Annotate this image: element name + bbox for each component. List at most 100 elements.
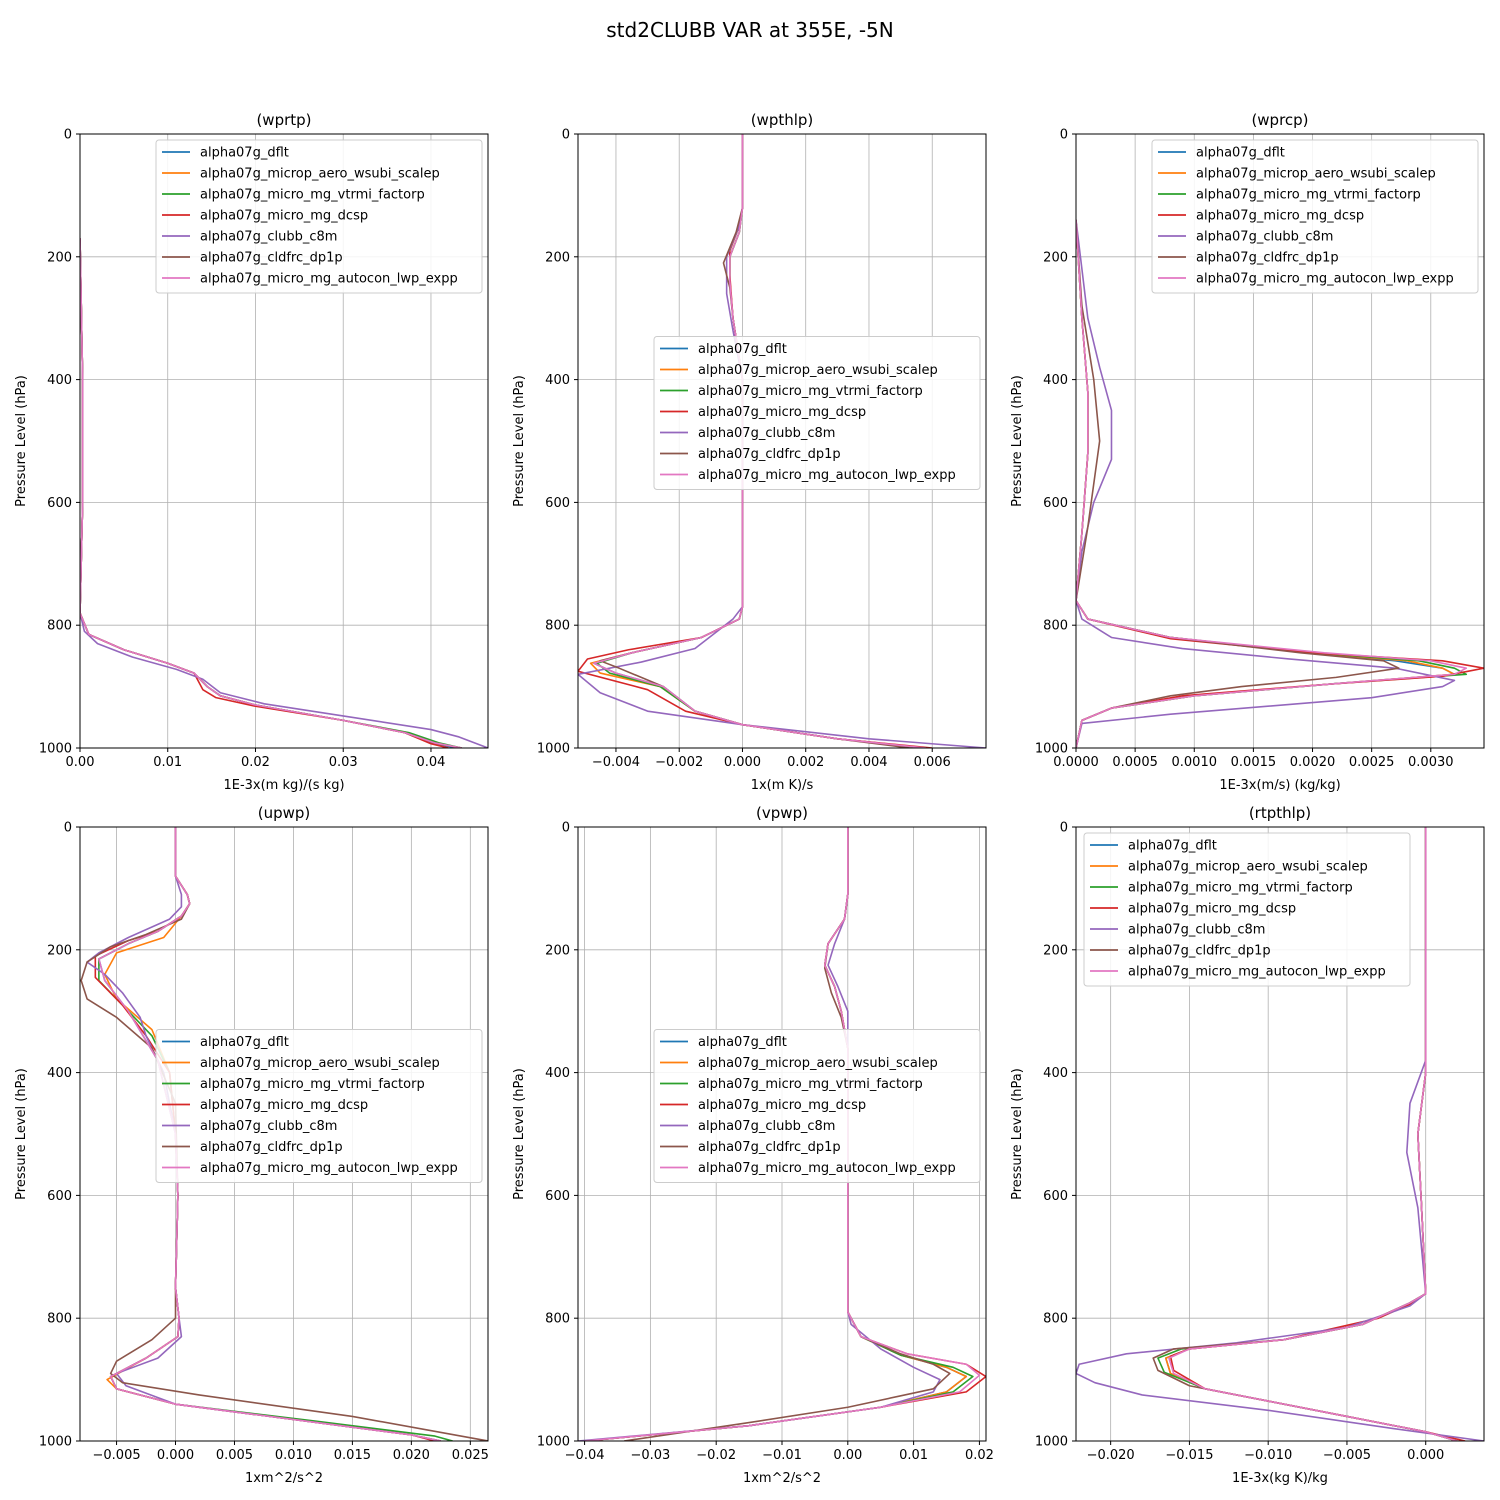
x-axis-label: 1E-3x(m kg)/(s kg)	[223, 778, 344, 793]
x-axis-label: 1xm^2/s^2	[245, 1471, 323, 1486]
legend-box	[1083, 832, 1411, 987]
y-tick-label: 200	[47, 943, 72, 958]
legend-entry: alpha07g_microp_aero_wsubi_scalep	[698, 1056, 938, 1071]
x-axis-label: 1xm^2/s^2	[743, 1471, 821, 1486]
panel-0: 0.00 0.01 0.02 0.03 0.04 0 200 400 600 800 1000 (wp…	[14, 111, 489, 793]
legend-entry: alpha07g_micro_mg_autocon_lwp_expp	[1128, 965, 1386, 980]
legend: alpha07g_dflt alpha07g_microp_aero_wsubi_…	[653, 1029, 981, 1183]
legend-entry: alpha07g_clubb_c8m	[200, 1119, 337, 1134]
legend-entry: alpha07g_microp_aero_wsubi_scalep	[1128, 860, 1368, 875]
y-tick-label: 1000	[537, 742, 570, 757]
y-tick-label: 800	[47, 619, 72, 634]
legend: alpha07g_dflt alpha07g_microp_aero_wsubi_…	[155, 139, 483, 294]
x-tick-label: 0.00	[66, 755, 95, 770]
legend-entry: alpha07g_micro_mg_dcsp	[1196, 209, 1364, 224]
x-tick-label: 0.002	[787, 755, 824, 770]
plot-frame	[577, 133, 987, 749]
x-tick-label: −0.015	[1165, 1448, 1213, 1463]
series-line-alpha07g_micro_mg_autocon_lwp_expp	[584, 827, 981, 1441]
x-axis-label: 1E-3x(kg K)/kg	[1232, 1471, 1328, 1486]
legend-entry: alpha07g_clubb_c8m	[698, 1119, 835, 1134]
panels: 0.00 0.01 0.02 0.03 0.04 0 200 400 600 800 1000 (wp…	[14, 111, 1485, 1486]
y-tick-label: 200	[1043, 250, 1068, 265]
series-group	[80, 238, 488, 748]
x-tick-label: 0.04	[416, 755, 445, 770]
x-tick-label: 0.0025	[1349, 755, 1395, 770]
y-tick-label: 600	[47, 496, 72, 511]
y-tick-label: 400	[545, 373, 570, 388]
y-tick-label: 400	[1043, 1066, 1068, 1081]
series-group	[578, 134, 986, 748]
legend-entry: alpha07g_micro_mg_autocon_lwp_expp	[200, 1161, 458, 1176]
y-tick-label: 1000	[537, 1435, 570, 1450]
legend-entry: alpha07g_micro_mg_vtrmi_factorp	[1196, 188, 1421, 203]
legend-entry: alpha07g_dflt	[1128, 839, 1217, 854]
figure-suptitle: std2CLUBB VAR at 355E, -5N	[606, 18, 893, 42]
x-tick-label: 0.000	[724, 755, 761, 770]
x-tick-label: 0.00	[833, 1448, 862, 1463]
series-line-alpha07g_micro_mg_autocon_lwp_expp	[593, 134, 926, 748]
y-tick-label: 400	[1043, 373, 1068, 388]
x-tick-label: 0.005	[216, 1448, 253, 1463]
x-tick-label: −0.01	[762, 1448, 802, 1463]
legend-entry: alpha07g_cldfrc_dp1p	[698, 1140, 841, 1155]
x-tick-label: 0.015	[334, 1448, 371, 1463]
x-tick-label: −0.005	[1323, 1448, 1371, 1463]
x-axis-label: 1x(m K)/s	[751, 778, 814, 793]
plot-frame	[79, 133, 489, 749]
legend-entry: alpha07g_dflt	[1196, 146, 1285, 161]
legend-entry: alpha07g_microp_aero_wsubi_scalep	[1196, 167, 1436, 182]
y-tick-label: 1000	[39, 742, 72, 757]
x-tick-label: −0.020	[1087, 1448, 1135, 1463]
y-tick-label: 600	[1043, 1189, 1068, 1204]
legend-entry: alpha07g_clubb_c8m	[200, 230, 337, 245]
y-tick-label: 0	[64, 821, 72, 836]
y-tick-label: 400	[47, 1066, 72, 1081]
series-line-alpha07g_micro_mg_autocon_lwp_expp	[80, 238, 462, 748]
y-tick-label: 1000	[39, 1435, 72, 1450]
plot-frame	[79, 826, 489, 1442]
plot-frame	[1075, 826, 1485, 1442]
legend-entry: alpha07g_clubb_c8m	[1128, 923, 1265, 938]
y-axis-label: Pressure Level (hPa)	[14, 1068, 29, 1200]
legend-box	[653, 1029, 981, 1183]
panel-title: (wpthlp)	[751, 111, 814, 129]
x-tick-label: 0.0000	[1053, 755, 1099, 770]
x-tick-label: −0.010	[1244, 1448, 1292, 1463]
x-tick-label: 0.02	[241, 755, 270, 770]
series-line-alpha07g_micro_mg_autocon_lwp_expp	[1076, 219, 1468, 748]
legend-entry: alpha07g_micro_mg_vtrmi_factorp	[698, 384, 923, 399]
legend-box	[155, 1029, 483, 1183]
y-axis-label: Pressure Level (hPa)	[512, 375, 527, 507]
legend: alpha07g_dflt alpha07g_microp_aero_wsubi_…	[653, 336, 981, 490]
legend-entry: alpha07g_dflt	[698, 342, 787, 357]
panel-5: −0.020 −0.015 −0.010 −0.005 0.000 0 200 400 600 8…	[1010, 804, 1485, 1486]
y-tick-label: 600	[1043, 496, 1068, 511]
legend-entry: alpha07g_micro_mg_autocon_lwp_expp	[1196, 272, 1454, 287]
series-group	[1076, 219, 1484, 748]
y-axis-label: Pressure Level (hPa)	[512, 1068, 527, 1200]
legend: alpha07g_dflt alpha07g_microp_aero_wsubi_…	[155, 1029, 483, 1183]
legend-entry: alpha07g_micro_mg_dcsp	[200, 209, 368, 224]
y-tick-label: 600	[545, 1189, 570, 1204]
x-tick-label: 0.010	[275, 1448, 312, 1463]
x-tick-label: 0.0010	[1172, 755, 1218, 770]
x-tick-label: 0.006	[914, 755, 951, 770]
y-tick-label: 200	[545, 943, 570, 958]
legend-entry: alpha07g_cldfrc_dp1p	[200, 251, 343, 266]
x-tick-label: −0.005	[93, 1448, 141, 1463]
panel-3: −0.005 0.000 0.005 0.010 0.015 0.020 0.025 0 200…	[14, 804, 489, 1486]
y-tick-label: 800	[545, 1312, 570, 1327]
x-tick-label: −0.004	[592, 755, 640, 770]
series-line-alpha07g_micro_mg_autocon_lwp_expp	[1168, 827, 1458, 1441]
y-axis-label: Pressure Level (hPa)	[1010, 1068, 1025, 1200]
y-tick-label: 800	[1043, 1312, 1068, 1327]
x-tick-label: 0.01	[153, 755, 182, 770]
y-tick-label: 1000	[1035, 1435, 1068, 1450]
y-tick-label: 200	[47, 250, 72, 265]
y-tick-label: 0	[1060, 128, 1068, 143]
legend-entry: alpha07g_micro_mg_autocon_lwp_expp	[698, 468, 956, 483]
legend-entry: alpha07g_micro_mg_autocon_lwp_expp	[200, 272, 458, 287]
y-tick-label: 200	[1043, 943, 1068, 958]
